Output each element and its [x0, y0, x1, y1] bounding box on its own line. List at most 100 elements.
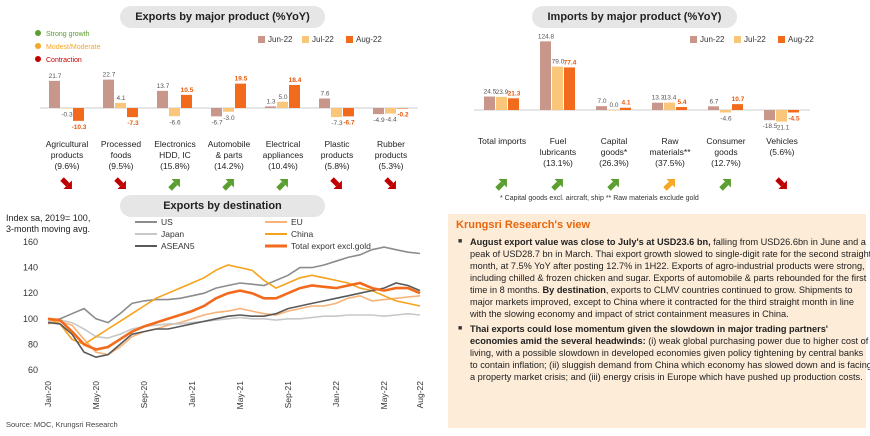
signal-arrow-icon-3 — [222, 179, 234, 191]
data-label-5-2: -6.7 — [343, 119, 355, 126]
bar-0-0 — [484, 96, 495, 110]
signal-arrow-icon-2 — [607, 179, 619, 191]
data-label-4-0: 6.7 — [709, 98, 718, 105]
signal-arrow-icon-6 — [384, 177, 396, 189]
category-label-3-1: & parts — [216, 150, 243, 160]
bar-6-1 — [385, 108, 396, 114]
y-tick-3: 120 — [23, 288, 38, 298]
category-label-5-2: (5.8%) — [324, 161, 349, 171]
line-legend-label-0: US — [161, 217, 173, 227]
category-label-5-0: Plastic — [324, 139, 350, 149]
data-label-5-1: -21.1 — [775, 125, 790, 132]
series-line-2 — [47, 312, 421, 339]
data-label-1-2: -7.3 — [127, 120, 139, 127]
view-bullet-2: Thai exports could lose momentum given t… — [458, 323, 870, 383]
line-legend-label-5: Total export excl.gold — [291, 241, 371, 251]
bar-3-1 — [664, 102, 675, 110]
data-label-5-1: -7.3 — [331, 120, 343, 127]
data-label-4-0: 1.3 — [266, 98, 275, 105]
series-line-0 — [47, 246, 421, 324]
bar-0-1 — [496, 96, 507, 110]
imports-footnote: * Capital goods excl. aircraft, ship ** … — [500, 195, 699, 202]
data-label-5-0: -18.5 — [763, 123, 778, 130]
data-label-4-2: 18.4 — [289, 77, 302, 84]
growth-legend-label-0: Strong growth — [46, 31, 90, 38]
series-line-4 — [47, 282, 421, 359]
bar-4-2 — [732, 104, 743, 110]
category-label-4-0: Electrical — [266, 139, 301, 149]
imports-title: Imports by major product (%YoY) — [532, 6, 737, 28]
legend-swatch-0 — [690, 36, 697, 43]
category-label-0-1: products — [51, 150, 84, 160]
category-label-1-0: Fuel — [550, 136, 567, 146]
category-label-4-0: Consumer — [706, 136, 745, 146]
data-label-1-0: 22.7 — [103, 72, 116, 79]
category-label-2-1: goods* — [601, 147, 628, 157]
bar-4-0 — [708, 106, 719, 110]
legend-label-1: Jul-22 — [744, 35, 766, 44]
data-label-2-2: 4.1 — [621, 100, 630, 107]
bar-4-1 — [720, 110, 731, 113]
x-tick-6: Jan-22 — [331, 381, 341, 407]
category-label-1-1: lubricants — [540, 147, 576, 157]
legend-label-2: Aug-22 — [356, 35, 382, 44]
category-label-3-1: materials** — [649, 147, 691, 157]
x-tick-2: Sep-20 — [139, 381, 149, 409]
bar-3-0 — [211, 108, 222, 117]
data-label-3-0: -6.7 — [211, 119, 223, 126]
data-label-0-2: -10.3 — [72, 124, 87, 131]
bar-4-0 — [265, 106, 276, 108]
data-label-4-2: 10.7 — [732, 96, 745, 103]
legend-swatch-2 — [346, 36, 353, 43]
data-label-1-0: 124.8 — [538, 33, 555, 40]
signal-arrow-icon-2 — [168, 179, 180, 191]
bar-5-1 — [331, 108, 342, 118]
bar-2-0 — [157, 90, 168, 108]
x-tick-8: Aug-22 — [415, 381, 425, 409]
data-label-1-1: 79.0 — [552, 59, 565, 66]
destination-title: Exports by destination — [120, 195, 325, 217]
legend-swatch-0 — [258, 36, 265, 43]
bar-5-2 — [343, 108, 354, 117]
data-label-6-0: -4.9 — [373, 117, 385, 124]
legend-swatch-1 — [302, 36, 309, 43]
signal-arrow-icon-5 — [775, 177, 787, 189]
bar-1-0 — [540, 41, 551, 110]
legend-label-1: Jul-22 — [312, 35, 334, 44]
data-label-0-1: -0.3 — [61, 111, 73, 118]
x-tick-0: Jan-20 — [43, 381, 53, 407]
data-label-4-1: -4.6 — [720, 116, 732, 123]
bar-2-0 — [596, 106, 607, 110]
data-label-2-1: -6.6 — [169, 119, 181, 126]
category-label-1-1: foods — [111, 150, 132, 160]
legend-label-0: Jun-22 — [268, 35, 293, 44]
bar-5-2 — [788, 110, 799, 113]
category-label-6-2: (5.3%) — [378, 161, 403, 171]
category-label-1-0: Processed — [101, 139, 141, 149]
category-label-0-0: Agricultural — [46, 139, 89, 149]
view-bullets: August export value was close to July's … — [456, 236, 870, 386]
data-label-0-2: 21.3 — [508, 90, 521, 97]
exports-bar-chart: Jun-22 Jul-22 Aug-22 21.7 -0.3 -10.3 Agricultu… — [35, 30, 418, 191]
legend-swatch-1 — [734, 36, 741, 43]
bar-1-1 — [552, 66, 563, 110]
line-legend-label-1: EU — [291, 217, 303, 227]
bar-5-1 — [776, 110, 787, 122]
data-label-5-0: 7.6 — [320, 91, 329, 98]
line-legend-label-2: Japan — [161, 229, 184, 239]
data-label-3-0: 13.3 — [652, 95, 665, 102]
line-legend-label-3: China — [291, 229, 313, 239]
data-label-5-2: -4.5 — [788, 115, 800, 122]
data-label-0-0: 24.5 — [484, 89, 497, 96]
bar-0-0 — [49, 80, 60, 108]
category-label-4-1: appliances — [263, 150, 304, 160]
data-label-1-2: 77.4 — [564, 59, 577, 66]
y-tick-1: 80 — [28, 339, 38, 349]
signal-arrow-icon-3 — [663, 179, 675, 191]
view-bullet-1: August export value was close to July's … — [458, 236, 870, 320]
bar-2-1 — [169, 108, 180, 117]
series-line-1 — [47, 294, 421, 356]
bar-2-2 — [620, 107, 631, 110]
signal-arrow-icon-4 — [276, 179, 288, 191]
bar-6-0 — [373, 108, 384, 115]
